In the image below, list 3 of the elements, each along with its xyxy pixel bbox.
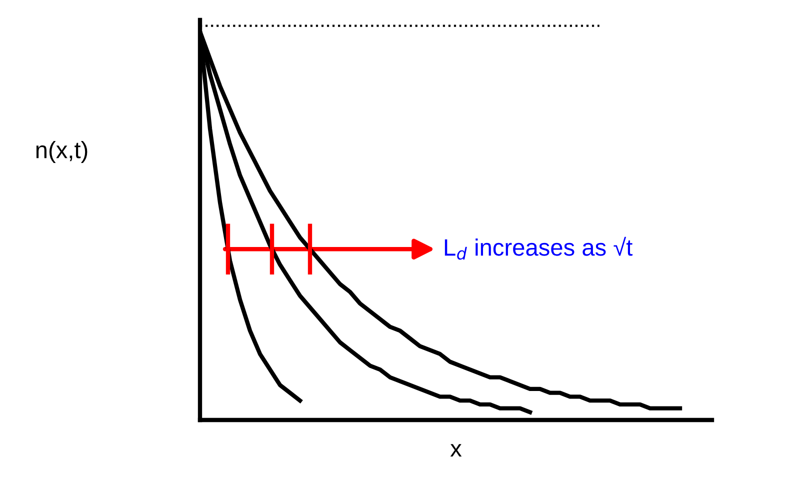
x-axis-title: x (450, 444, 462, 457)
y-axis-title: n(x,t) (36, 140, 88, 163)
annotation: L$_{d}$ increases as √t (444, 236, 633, 260)
